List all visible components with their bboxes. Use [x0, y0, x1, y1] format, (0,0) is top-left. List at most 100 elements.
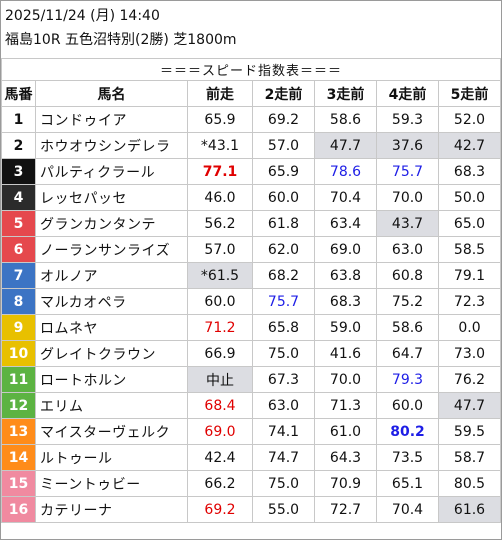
horse-name-cell: レッセパッセ — [35, 184, 188, 211]
datetime-label: 2025/11/24 (月) 14:40 — [5, 8, 160, 24]
column-header-race-5: 5走前 — [437, 80, 502, 107]
speed-index-cell: 72.7 — [314, 496, 377, 523]
table-title: ＝＝＝スピード指数表＝＝＝ — [0, 58, 502, 81]
speed-index-cell: 61.8 — [252, 210, 315, 237]
speed-index-cell: 37.6 — [376, 132, 439, 159]
table-row: 2 ホウオウシンデレラ *43.1 57.0 47.7 37.6 42.7 — [1, 132, 502, 159]
horse-number-cell: 1 — [1, 106, 36, 133]
speed-index-cell: 68.3 — [314, 288, 377, 315]
table-row: 11 ロートホルン 中止 67.3 70.0 79.3 76.2 — [1, 366, 502, 393]
table-row: 15 ミーントゥビー 66.2 75.0 70.9 65.1 80.5 — [1, 470, 502, 497]
speed-index-cell: 65.9 — [187, 106, 253, 133]
speed-index-cell: 60.0 — [187, 288, 253, 315]
speed-index-cell: 61.6 — [437, 496, 502, 523]
speed-index-cell: 62.0 — [252, 236, 315, 263]
horse-name-cell: マルカオペラ — [35, 288, 188, 315]
speed-index-cell: 79.3 — [376, 366, 439, 393]
speed-index-cell: 63.4 — [314, 210, 377, 237]
speed-index-cell: 68.4 — [187, 392, 253, 419]
speed-index-cell: 69.0 — [314, 236, 377, 263]
horse-number-cell: 16 — [1, 496, 36, 523]
table-row: 14 ルトゥール 42.4 74.7 64.3 73.5 58.7 — [1, 444, 502, 471]
speed-index-cell: 47.7 — [437, 392, 502, 419]
speed-index-cell: 80.5 — [437, 470, 502, 497]
speed-index-cell: 78.6 — [314, 158, 377, 185]
horse-name-cell: マイスターヴェルク — [35, 418, 188, 445]
horse-name-cell: エリム — [35, 392, 188, 419]
table-row: 10 グレイトクラウン 66.9 75.0 41.6 64.7 73.0 — [1, 340, 502, 367]
horse-number-cell: 6 — [1, 236, 36, 263]
speed-index-cell: 59.3 — [376, 106, 439, 133]
column-header-name: 馬名 — [35, 80, 188, 107]
speed-index-cell: 74.1 — [252, 418, 315, 445]
horse-name-cell: パルティクラール — [35, 158, 188, 185]
speed-index-cell: 75.0 — [252, 470, 315, 497]
speed-index-cell: 75.2 — [376, 288, 439, 315]
horse-number-cell: 4 — [1, 184, 36, 211]
horse-number-cell: 2 — [1, 132, 36, 159]
speed-index-table: ＝＝＝スピード指数表＝＝＝ 馬番 馬名 前走 2走前 3走前 4走前 5走前 1… — [0, 58, 502, 523]
horse-number-cell: 8 — [1, 288, 36, 315]
speed-index-cell: 43.7 — [376, 210, 439, 237]
speed-index-cell: 65.9 — [252, 158, 315, 185]
speed-index-cell: 60.0 — [252, 184, 315, 211]
horse-number-cell: 15 — [1, 470, 36, 497]
horse-number-cell: 12 — [1, 392, 36, 419]
horse-number-cell: 3 — [1, 158, 36, 185]
table-row: 3 パルティクラール 77.1 65.9 78.6 75.7 68.3 — [1, 158, 502, 185]
speed-index-cell: 58.7 — [437, 444, 502, 471]
speed-index-cell: 59.0 — [314, 314, 377, 341]
speed-index-cell: 58.5 — [437, 236, 502, 263]
table-row: 5 グランカンタンテ 56.2 61.8 63.4 43.7 65.0 — [1, 210, 502, 237]
speed-index-cell: 73.5 — [376, 444, 439, 471]
race-info-label: 福島10R 五色沼特別(2勝) 芝1800m — [5, 32, 237, 48]
speed-index-cell: 55.0 — [252, 496, 315, 523]
speed-index-cell: 57.0 — [187, 236, 253, 263]
speed-index-cell: 0.0 — [437, 314, 502, 341]
speed-index-cell: 71.2 — [187, 314, 253, 341]
horse-number-cell: 13 — [1, 418, 36, 445]
horse-name-cell: カテリーナ — [35, 496, 188, 523]
column-header-race-3: 3走前 — [314, 80, 377, 107]
column-header-last-race: 前走 — [187, 80, 253, 107]
column-header-race-2: 2走前 — [252, 80, 315, 107]
horse-name-cell: ロートホルン — [35, 366, 188, 393]
speed-index-cell: 50.0 — [437, 184, 502, 211]
column-header-number: 馬番 — [1, 80, 36, 107]
horse-name-cell: ノーランサンライズ — [35, 236, 188, 263]
table-row: 4 レッセパッセ 46.0 60.0 70.4 70.0 50.0 — [1, 184, 502, 211]
speed-index-cell: 69.2 — [252, 106, 315, 133]
speed-index-cell: 73.0 — [437, 340, 502, 367]
table-row: 7 オルノア *61.5 68.2 63.8 60.8 79.1 — [1, 262, 502, 289]
horse-name-cell: オルノア — [35, 262, 188, 289]
speed-index-cell: 66.9 — [187, 340, 253, 367]
speed-index-cell: 59.5 — [437, 418, 502, 445]
speed-index-cell: 70.0 — [376, 184, 439, 211]
speed-index-cell: 79.1 — [437, 262, 502, 289]
horse-number-cell: 14 — [1, 444, 36, 471]
speed-index-cell: 70.4 — [314, 184, 377, 211]
speed-index-cell: 61.0 — [314, 418, 377, 445]
table-row: 6 ノーランサンライズ 57.0 62.0 69.0 63.0 58.5 — [1, 236, 502, 263]
table-row: 16 カテリーナ 69.2 55.0 72.7 70.4 61.6 — [1, 496, 502, 523]
speed-index-cell: 77.1 — [187, 158, 253, 185]
speed-index-cell: 69.0 — [187, 418, 253, 445]
horse-number-cell: 11 — [1, 366, 36, 393]
speed-index-cell: 75.0 — [252, 340, 315, 367]
speed-index-cell: 41.6 — [314, 340, 377, 367]
speed-index-cell: 63.8 — [314, 262, 377, 289]
horse-name-cell: ルトゥール — [35, 444, 188, 471]
speed-index-cell: 70.4 — [376, 496, 439, 523]
column-header-race-4: 4走前 — [376, 80, 439, 107]
speed-index-cell: 75.7 — [252, 288, 315, 315]
speed-index-cell: 68.3 — [437, 158, 502, 185]
speed-index-cell: 64.3 — [314, 444, 377, 471]
speed-index-cell: 70.0 — [314, 366, 377, 393]
speed-index-cell: 65.1 — [376, 470, 439, 497]
speed-index-cell: 42.7 — [437, 132, 502, 159]
speed-index-cell: 74.7 — [252, 444, 315, 471]
speed-index-cell: 70.9 — [314, 470, 377, 497]
table-row: 1 コンドゥイア 65.9 69.2 58.6 59.3 52.0 — [1, 106, 502, 133]
speed-index-cell: 60.0 — [376, 392, 439, 419]
